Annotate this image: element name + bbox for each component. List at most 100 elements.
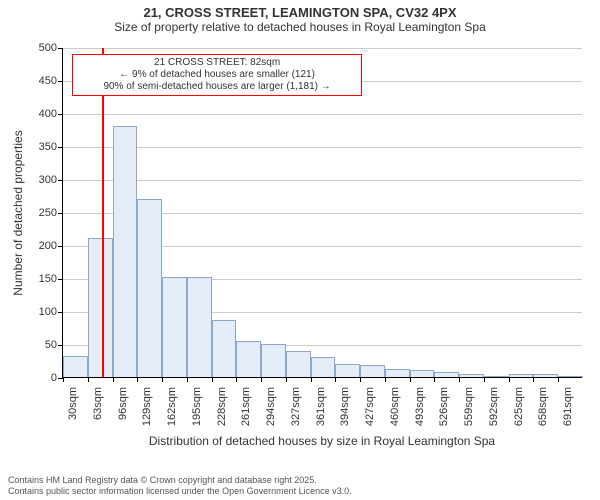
histogram-bar [509, 374, 534, 377]
x-tick-mark [236, 377, 237, 382]
x-tick-mark [533, 377, 534, 382]
x-tick-mark [187, 377, 188, 382]
x-tick-mark [212, 377, 213, 382]
x-tick-label: 427sqm [364, 387, 376, 426]
y-tick-label: 150 [39, 273, 57, 285]
annotation-line: 21 CROSS STREET: 82sqm [77, 57, 357, 69]
credit-line-2: Contains public sector information licen… [8, 486, 352, 496]
x-tick-label: 625sqm [513, 387, 525, 426]
x-tick-mark [113, 377, 114, 382]
histogram-bar [88, 238, 113, 377]
histogram-bar [63, 356, 88, 377]
x-tick-mark [385, 377, 386, 382]
x-tick-mark [261, 377, 262, 382]
x-tick-mark [286, 377, 287, 382]
x-tick-label: 63sqm [92, 387, 104, 420]
histogram-bar [385, 369, 410, 377]
x-tick-label: 30sqm [67, 387, 79, 420]
x-tick-label: 526sqm [438, 387, 450, 426]
x-tick-mark [137, 377, 138, 382]
y-tick-label: 350 [39, 141, 57, 153]
x-tick-mark [434, 377, 435, 382]
chart-title: 21, CROSS STREET, LEAMINGTON SPA, CV32 4… [0, 0, 600, 21]
y-tick-mark [58, 279, 63, 280]
x-tick-label: 460sqm [389, 387, 401, 426]
y-tick-mark [58, 345, 63, 346]
y-tick-label: 500 [39, 42, 57, 54]
histogram-bar [137, 199, 162, 377]
x-tick-label: 361sqm [315, 387, 327, 426]
gridline [63, 180, 582, 181]
chart-area: Number of detached properties 0501001502… [0, 48, 600, 458]
y-tick-label: 100 [39, 306, 57, 318]
credits: Contains HM Land Registry data © Crown c… [8, 475, 352, 496]
histogram-bar [484, 376, 509, 377]
y-tick-label: 250 [39, 207, 57, 219]
y-tick-label: 400 [39, 108, 57, 120]
y-tick-mark [58, 114, 63, 115]
x-tick-label: 592sqm [488, 387, 500, 426]
gridline [63, 114, 582, 115]
x-tick-label: 96sqm [117, 387, 129, 420]
annotation-box: 21 CROSS STREET: 82sqm← 9% of detached h… [72, 54, 362, 96]
credit-line-1: Contains HM Land Registry data © Crown c… [8, 475, 352, 485]
x-tick-label: 493sqm [414, 387, 426, 426]
x-tick-mark [410, 377, 411, 382]
annotation-line: ← 9% of detached houses are smaller (121… [77, 69, 357, 81]
x-tick-mark [335, 377, 336, 382]
histogram-bar [261, 344, 286, 377]
histogram-bar [113, 126, 138, 377]
x-tick-label: 294sqm [265, 387, 277, 426]
x-tick-mark [459, 377, 460, 382]
x-tick-label: 228sqm [216, 387, 228, 426]
histogram-bar [187, 277, 212, 377]
y-tick-mark [58, 81, 63, 82]
x-tick-label: 559sqm [463, 387, 475, 426]
histogram-bar [236, 341, 261, 377]
x-tick-label: 129sqm [141, 387, 153, 426]
histogram-bar [162, 277, 187, 377]
y-tick-label: 200 [39, 240, 57, 252]
chart-subtitle: Size of property relative to detached ho… [0, 21, 600, 35]
x-axis-label: Distribution of detached houses by size … [149, 434, 495, 448]
x-tick-label: 261sqm [240, 387, 252, 426]
x-tick-mark [88, 377, 89, 382]
y-tick-label: 300 [39, 174, 57, 186]
x-tick-mark [484, 377, 485, 382]
gridline [63, 48, 582, 49]
x-tick-mark [509, 377, 510, 382]
histogram-bar [558, 376, 583, 377]
annotation-line: 90% of semi-detached houses are larger (… [77, 81, 357, 93]
property-marker-line [102, 48, 104, 377]
x-tick-label: 691sqm [562, 387, 574, 426]
x-tick-label: 658sqm [537, 387, 549, 426]
y-tick-mark [58, 147, 63, 148]
y-tick-mark [58, 312, 63, 313]
histogram-bar [335, 364, 360, 377]
y-tick-label: 450 [39, 75, 57, 87]
histogram-bar [212, 320, 237, 377]
x-tick-mark [558, 377, 559, 382]
y-tick-mark [58, 180, 63, 181]
x-tick-label: 327sqm [290, 387, 302, 426]
histogram-bar [533, 374, 558, 377]
x-tick-label: 162sqm [166, 387, 178, 426]
histogram-bar [286, 351, 311, 377]
x-tick-mark [360, 377, 361, 382]
x-tick-label: 394sqm [339, 387, 351, 426]
x-tick-mark [63, 377, 64, 382]
gridline [63, 147, 582, 148]
plot-area: 05010015020025030035040045050030sqm63sqm… [62, 48, 582, 378]
histogram-bar [311, 357, 336, 377]
histogram-bar [410, 370, 435, 377]
y-axis-label: Number of detached properties [11, 130, 25, 295]
y-tick-label: 50 [45, 339, 57, 351]
y-tick-mark [58, 213, 63, 214]
histogram-bar [434, 372, 459, 377]
y-tick-mark [58, 246, 63, 247]
histogram-bar [459, 374, 484, 377]
x-tick-mark [311, 377, 312, 382]
x-tick-label: 195sqm [191, 387, 203, 426]
histogram-bar [360, 365, 385, 377]
figure: { "title": { "line1": "21, CROSS STREET,… [0, 0, 600, 500]
